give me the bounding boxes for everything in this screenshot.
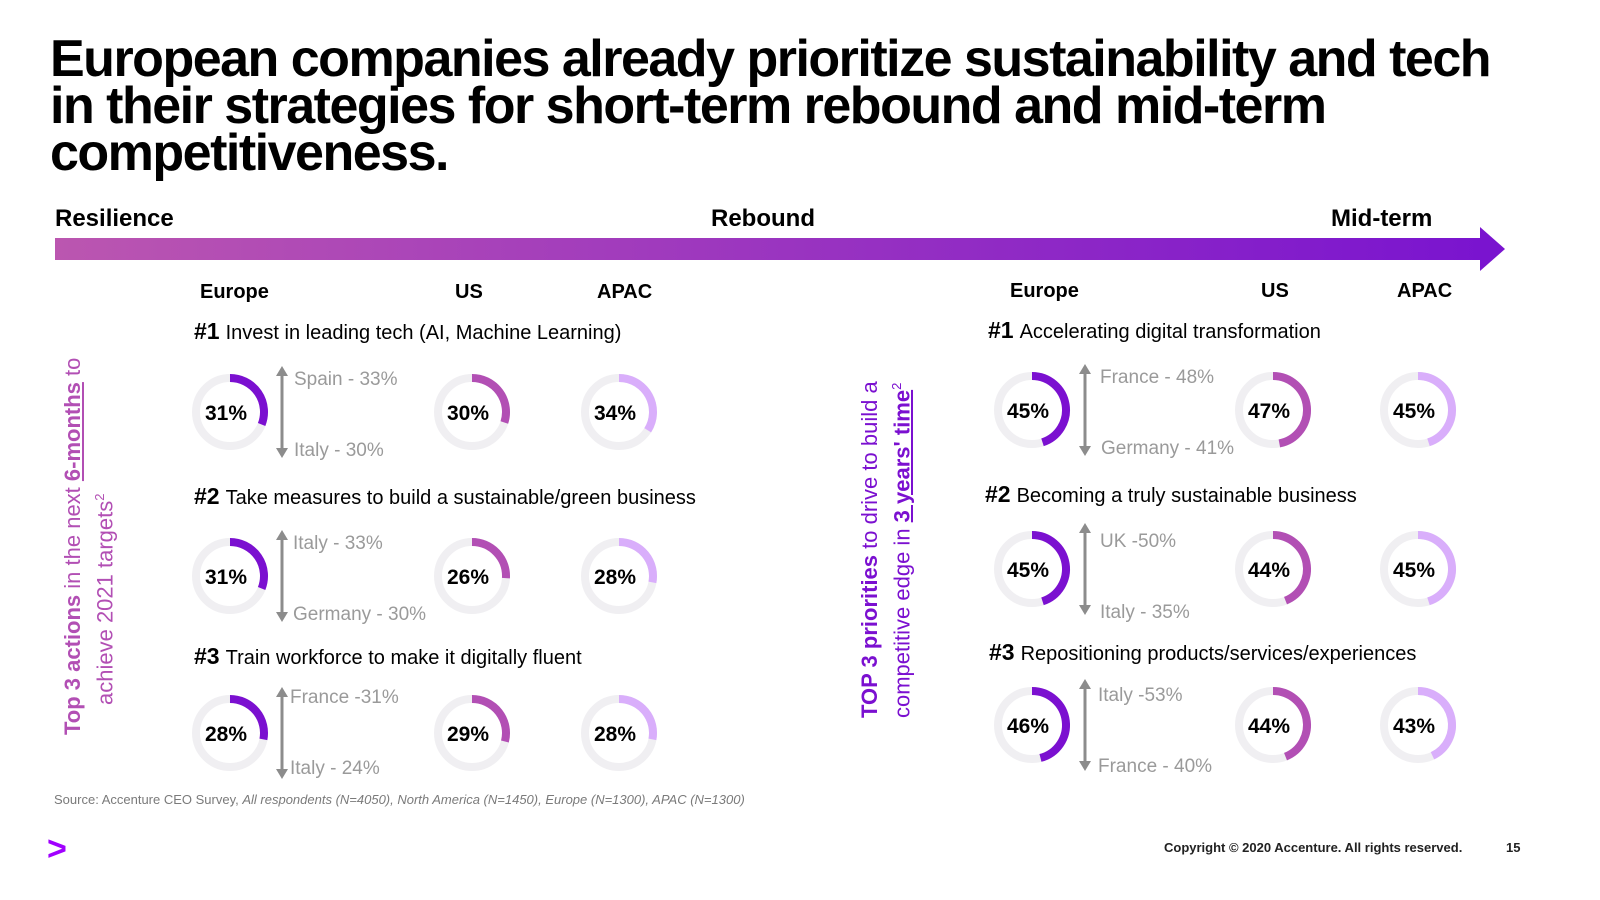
left-item-2-us-donut-arc [471,538,510,579]
right-item-3-low: France - 40% [1098,756,1213,777]
right-item-3-us-donut-arc [1272,687,1311,761]
left-item-2-europe-donut-arc [229,538,268,590]
left-item-2-low: Germany - 30% [293,604,427,625]
right-item-2-high: UK -50% [1100,531,1177,552]
accenture-logo-icon: > [47,830,67,868]
right-header-europe: Europe [1010,280,1079,302]
timeline-arrowhead [1480,227,1505,271]
left-item-3-arrow-up-icon [276,687,288,697]
right-item-2-us-value-label: 44% [1248,559,1290,582]
left-header-us: US [455,281,483,303]
right-header-us: US [1261,280,1289,302]
right-item-2-arrow-up-icon [1079,523,1091,533]
right-item-1-title: #1 Accelerating digital transformation [988,317,1321,343]
right-item-2-apac-donut-arc [1417,531,1456,606]
right-item-1-europe-value-label: 45% [1007,400,1049,423]
left-item-3-arrow-down-icon [276,769,288,779]
left-item-1-title: #1 Invest in leading tech (AI, Machine Le… [194,318,622,344]
left-item-2-apac-donut-arc [618,538,657,584]
right-item-2-apac-value-label: 45% [1393,559,1435,582]
right-header-apac: APAC [1397,280,1453,302]
timeline-arrow [55,227,1505,271]
copyright: Copyright © 2020 Accenture. All rights r… [1164,840,1463,855]
right-item-2-europe-donut-arc [1031,531,1070,606]
left-item-1-apac-donut-arc [618,374,657,433]
left-item-2-high: Italy - 33% [293,533,383,554]
right-item-1-arrow-down-icon [1079,446,1091,456]
right-item-2-title: #2 Becoming a truly sustainable business [985,481,1357,507]
left-item-1-europe-donut-arc [229,374,268,426]
left-item-3-apac-value-label: 28% [594,723,636,746]
right-item-1-us-donut-arc [1272,372,1311,448]
right-item-1-arrow-up-icon [1079,364,1091,374]
source-note: Source: Accenture CEO Survey, All respon… [54,792,745,807]
timeline-bar [55,238,1485,260]
left-item-1-arrow-up-icon [276,366,288,376]
right-item-1-low: Germany - 41% [1101,438,1235,459]
left-item-1-arrow-down-icon [276,448,288,458]
right-item-3-arrow-down-icon [1079,761,1091,771]
left-item-2-apac-value-label: 28% [594,566,636,589]
right-item-2-arrow-down-icon [1079,605,1091,615]
left-item-2-europe-value-label: 31% [205,566,247,589]
left-item-3-title: #3 Train workforce to make it digitally f… [194,643,582,669]
right-item-3-high: Italy -53% [1098,685,1183,706]
right-item-2-low: Italy - 35% [1100,602,1190,623]
right-item-3-arrow-up-icon [1079,679,1091,689]
left-item-3-us-donut-arc [471,695,510,743]
left-item-3-europe-value-label: 28% [205,723,247,746]
right-item-2-us-donut-arc [1272,531,1311,605]
right-item-3-apac-value-label: 43% [1393,715,1435,738]
right-item-3-europe-value-label: 46% [1007,715,1049,738]
phase-resilience: Resilience [55,205,174,232]
page-number: 15 [1506,840,1521,855]
left-item-3-us-value-label: 29% [447,723,489,746]
right-item-3-title: #3 Repositioning products/services/experi… [989,639,1417,665]
left-header-europe: Europe [200,281,269,303]
right-item-1-apac-donut-arc [1417,372,1456,447]
left-item-3-apac-donut-arc [618,695,657,741]
left-item-3-low: Italy - 24% [290,758,380,779]
left-header-apac: APAC [597,281,653,303]
left-item-2-arrow-down-icon [276,612,288,622]
right-item-2-europe-value-label: 45% [1007,559,1049,582]
phase-midterm: Mid-term [1331,205,1433,232]
phase-rebound: Rebound [711,205,815,232]
left-item-2-arrow-up-icon [276,530,288,540]
left-item-3-europe-donut-arc [229,695,268,741]
right-item-3-europe-donut-arc [1031,687,1070,762]
left-item-1-europe-value-label: 31% [205,402,247,425]
left-item-1-apac-value-label: 34% [594,402,636,425]
right-item-1-us-value-label: 47% [1248,400,1290,423]
page-title: European companies already prioritize su… [50,30,1492,182]
right-item-1-apac-value-label: 45% [1393,400,1435,423]
left-item-1-us-value-label: 30% [447,402,489,425]
right-item-1-high: France - 48% [1100,367,1215,388]
left-item-2-title: #2 Take measures to build a sustainable/g… [194,483,696,509]
right-item-3-us-value-label: 44% [1248,715,1290,738]
left-item-2-us-value-label: 26% [447,566,489,589]
right-item-1-europe-donut-arc [1031,372,1070,447]
left-item-3-high: France -31% [290,687,399,708]
left-item-1-high: Spain - 33% [294,369,398,390]
left-item-1-us-donut-arc [471,374,510,424]
left-item-1-low: Italy - 30% [294,440,384,461]
right-item-3-apac-donut-arc [1417,687,1456,760]
